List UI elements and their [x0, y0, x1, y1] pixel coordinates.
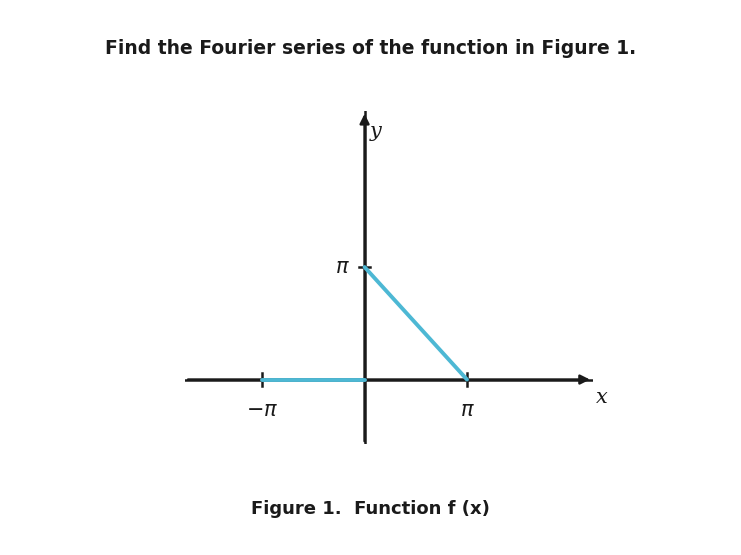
Text: y: y: [370, 122, 382, 141]
Text: x: x: [596, 388, 608, 407]
Text: $\pi$: $\pi$: [459, 401, 474, 420]
Text: Find the Fourier series of the function in Figure 1.: Find the Fourier series of the function …: [105, 39, 636, 58]
Text: $-\pi$: $-\pi$: [246, 401, 279, 420]
Text: $\pi$: $\pi$: [335, 258, 350, 276]
Text: Figure 1.  Function f (x): Figure 1. Function f (x): [251, 500, 490, 517]
